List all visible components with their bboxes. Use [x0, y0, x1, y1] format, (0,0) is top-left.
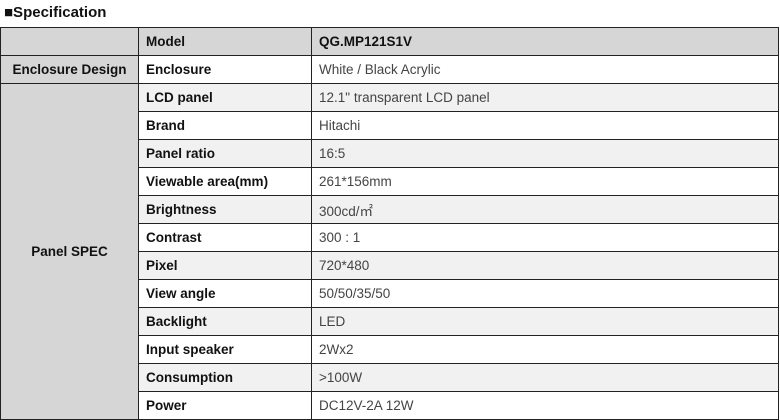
spec-label: Panel ratio	[138, 139, 312, 168]
spec-value: 16:5	[311, 139, 779, 168]
table-row: Viewable area(mm) 261*156mm	[1, 167, 779, 196]
group-cell	[0, 27, 139, 56]
spec-value: 300cd/㎡	[311, 195, 779, 224]
table-row: Brightness 300cd/㎡	[1, 195, 779, 224]
table-row: Model QG.MP121S1V	[0, 27, 779, 56]
table-row: Enclosure Design Enclosure White / Black A…	[0, 55, 779, 84]
spec-label: Model	[138, 27, 312, 56]
spec-value: >100W	[311, 363, 779, 392]
table-row: Panel SPEC LCD panel 12.1" transparent LCD…	[0, 83, 779, 420]
spec-value: DC12V-2A 12W	[311, 391, 779, 420]
spec-value: 720*480	[311, 251, 779, 280]
table-row: Power DC12V-2A 12W	[1, 391, 779, 420]
spec-label: Pixel	[138, 251, 312, 280]
spec-value: 261*156mm	[311, 167, 779, 196]
spec-label: View angle	[138, 279, 312, 308]
spec-label: Contrast	[138, 223, 312, 252]
section-title: ■Specification	[4, 4, 107, 21]
spec-label: Input speaker	[138, 335, 312, 364]
spec-label: Power	[138, 391, 312, 420]
spec-label: LCD panel	[138, 83, 312, 112]
spec-value: QG.MP121S1V	[311, 27, 779, 56]
spec-value: 50/50/35/50	[311, 279, 779, 308]
spec-label: Viewable area(mm)	[138, 167, 312, 196]
spec-label: Enclosure	[138, 55, 312, 84]
spec-label: Backlight	[138, 307, 312, 336]
spec-value: 12.1" transparent LCD panel	[311, 83, 779, 112]
table-row: Backlight LED	[1, 307, 779, 336]
table-row: Contrast 300 : 1	[1, 223, 779, 252]
table-row: Panel ratio 16:5	[1, 139, 779, 168]
table-row: Brand Hitachi	[1, 111, 779, 140]
spec-label: Consumption	[138, 363, 312, 392]
spec-label: Brightness	[138, 195, 312, 224]
spec-value: LED	[311, 307, 779, 336]
group-cell: Enclosure Design	[0, 55, 139, 84]
spec-value: 300 : 1	[311, 223, 779, 252]
table-row: View angle 50/50/35/50	[1, 279, 779, 308]
spec-value: Hitachi	[311, 111, 779, 140]
table-row: Pixel 720*480	[1, 251, 779, 280]
spec-value: White / Black Acrylic	[311, 55, 779, 84]
spec-table: Model QG.MP121S1V Enclosure Design Enclos…	[0, 27, 779, 420]
spec-value: 2Wx2	[311, 335, 779, 364]
spec-label: Brand	[138, 111, 312, 140]
table-row: Consumption >100W	[1, 363, 779, 392]
group-cell: Panel SPEC	[0, 83, 139, 420]
